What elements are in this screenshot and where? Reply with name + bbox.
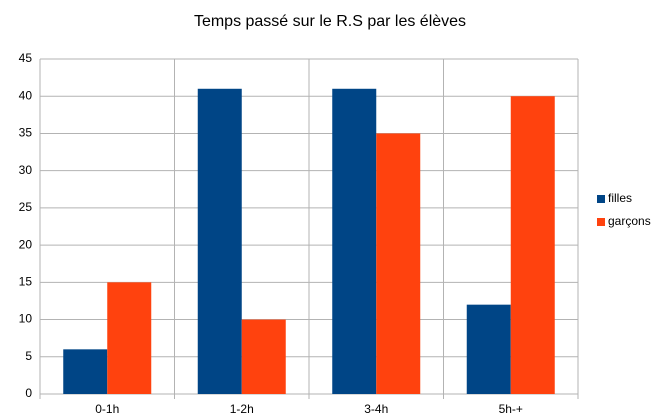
bar [107,282,152,394]
bar [376,133,421,394]
x-tick-label: 3-4h [364,402,388,416]
y-tick-label: 20 [19,237,33,251]
y-tick-label: 35 [19,126,33,140]
legend-label: garçons [608,214,651,228]
legend-swatch [597,218,605,226]
y-tick-label: 0 [25,386,32,400]
chart-title: Temps passé sur le R.S par les élèves [194,13,466,30]
bar [63,349,108,394]
x-tick-label: 5h-+ [499,402,523,416]
bar [197,88,242,395]
y-tick-label: 30 [19,163,33,177]
legend-swatch [597,195,605,203]
y-tick-label: 45 [19,51,33,65]
bar [466,304,511,394]
y-tick-label: 10 [19,312,33,326]
y-tick-label: 15 [19,275,33,289]
y-tick-label: 40 [19,88,33,102]
x-tick-label: 1-2h [230,402,254,416]
x-tick-label: 0-1h [95,402,119,416]
bar [241,319,286,394]
y-tick-label: 25 [19,200,33,214]
y-tick-label: 5 [25,349,32,363]
bar [510,96,555,394]
legend-label: filles [608,191,632,205]
bar [332,88,377,395]
